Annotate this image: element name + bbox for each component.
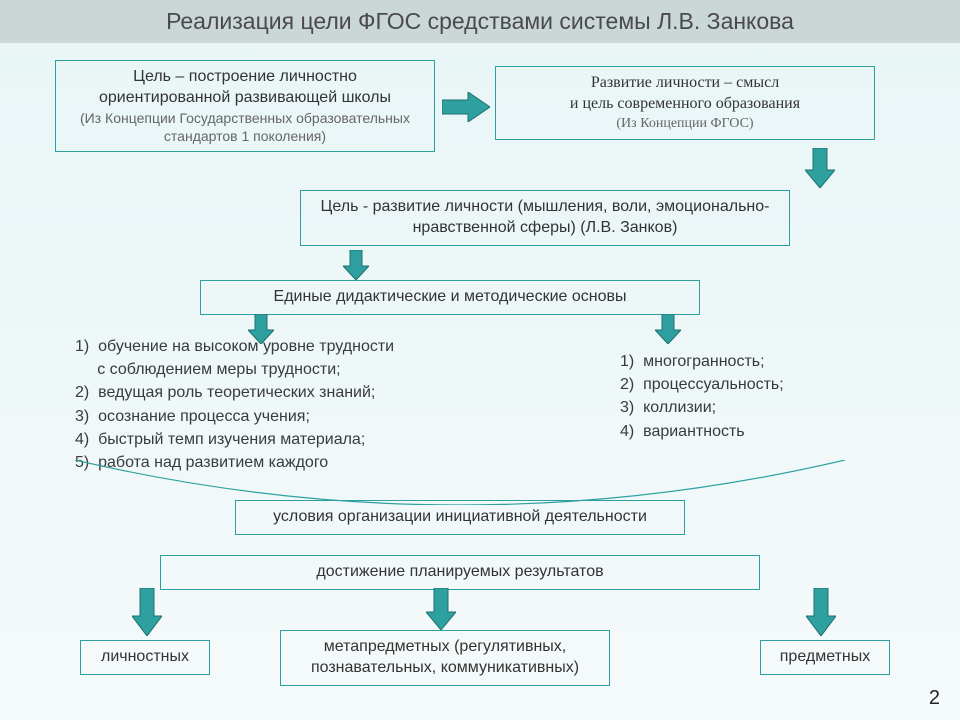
box-goal2-sub: (Из Концепции ФГОС) bbox=[506, 115, 864, 133]
box-cond-text: условия организации инициативной деятель… bbox=[246, 507, 674, 528]
box-goal2: Развитие личности – смысл и цель совреме… bbox=[495, 66, 875, 140]
box-r1-text: личностных bbox=[91, 647, 199, 668]
box-goal1-main: Цель – построение личностно ориентирован… bbox=[66, 67, 424, 109]
box-r3: предметных bbox=[760, 640, 890, 675]
arrow-down-4 bbox=[248, 314, 274, 344]
box-conditions: условия организации инициативной деятель… bbox=[235, 500, 685, 535]
box-r2-text: метапредметных (регулятивных, познавател… bbox=[291, 637, 599, 679]
box-basis: Единые дидактические и методические осно… bbox=[200, 280, 700, 315]
arrow-down-5 bbox=[655, 314, 681, 344]
box-r3-text: предметных bbox=[771, 647, 879, 668]
box-result: достижение планируемых результатов bbox=[160, 555, 760, 590]
box-r2: метапредметных (регулятивных, познавател… bbox=[280, 630, 610, 686]
box-r1: личностных bbox=[80, 640, 210, 675]
box-goal1-sub: (Из Концепции Государственных образовате… bbox=[66, 109, 424, 145]
page-number: 2 bbox=[929, 687, 940, 710]
box-result-text: достижение планируемых результатов bbox=[171, 562, 749, 583]
arrow-down-2 bbox=[805, 148, 835, 188]
box-goal1: Цель – построение личностно ориентирован… bbox=[55, 60, 435, 152]
title-text: Реализация цели ФГОС средствами системы … bbox=[166, 8, 794, 34]
box-goal3-text: Цель - развитие личности (мышления, воли… bbox=[311, 197, 779, 239]
list-right: 1) многогранность; 2) процессуальность; … bbox=[620, 350, 784, 443]
arrow-down-6 bbox=[132, 588, 162, 636]
title-bar: Реализация цели ФГОС средствами системы … bbox=[0, 0, 960, 43]
arrow-down-8 bbox=[806, 588, 836, 636]
box-basis-text: Единые дидактические и методические осно… bbox=[211, 287, 689, 308]
box-goal2-main: Развитие личности – смысл и цель совреме… bbox=[506, 73, 864, 115]
arrow-right-1 bbox=[442, 92, 490, 122]
list-left: 1) обучение на высоком уровне трудности … bbox=[75, 335, 394, 474]
arrow-down-3 bbox=[343, 250, 369, 280]
arrow-down-7 bbox=[426, 588, 456, 630]
box-goal3: Цель - развитие личности (мышления, воли… bbox=[300, 190, 790, 246]
